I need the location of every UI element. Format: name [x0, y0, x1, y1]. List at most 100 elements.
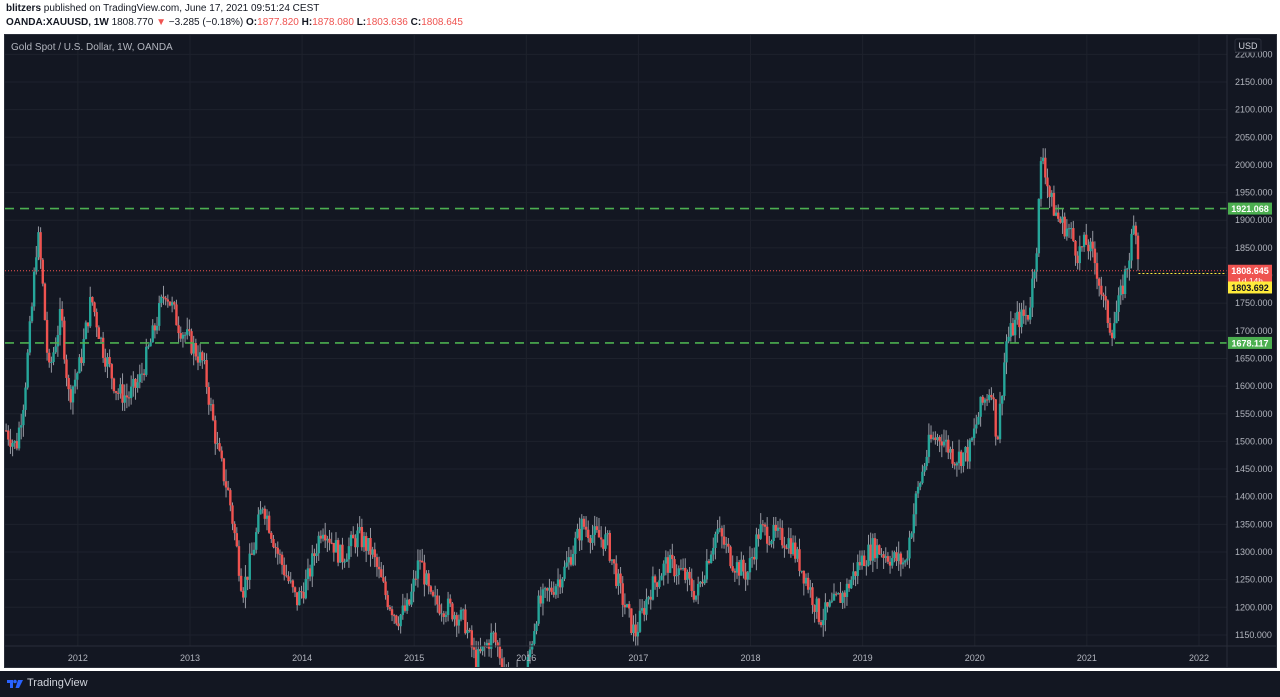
time-tick-label: 2017: [628, 653, 648, 663]
candle-body: [358, 526, 361, 531]
candle-body: [554, 586, 558, 595]
candle-body: [931, 437, 935, 439]
candle-body: [235, 533, 239, 547]
candle-body: [127, 397, 131, 399]
candle-body: [76, 373, 79, 380]
candle-body: [725, 543, 728, 545]
candle-body: [248, 553, 251, 580]
candle-body: [222, 458, 226, 482]
candle-body: [63, 320, 66, 360]
candle-body: [530, 643, 534, 650]
candle-body: [878, 545, 881, 555]
candle-body: [263, 508, 267, 519]
candle-body: [647, 596, 650, 600]
candle-body: [815, 598, 818, 612]
candle-body: [117, 392, 120, 394]
candle-body: [1097, 278, 1101, 286]
candle-body: [177, 325, 180, 334]
candle-body: [1009, 323, 1012, 337]
candle-body: [882, 554, 885, 558]
price-tick-label: 1750.000: [1235, 298, 1273, 308]
footer-bar: TradingView: [0, 671, 1280, 697]
candle-body: [847, 583, 851, 589]
tradingview-logo-icon[interactable]: [6, 677, 24, 689]
candle-body: [328, 538, 331, 543]
candle-body: [638, 610, 642, 632]
candle-body: [421, 560, 424, 563]
candle-body: [336, 540, 340, 563]
candle-body: [438, 604, 441, 614]
candle-body: [988, 394, 991, 400]
candle-body: [255, 532, 258, 550]
low-label: L:: [356, 17, 367, 28]
candle-body: [589, 538, 592, 543]
candle-body: [330, 542, 333, 544]
candle-body: [149, 342, 152, 347]
candle-body: [155, 325, 159, 331]
candle-body: [104, 357, 107, 367]
candle-body: [748, 558, 752, 573]
candle-body: [735, 562, 739, 573]
candle-body: [218, 443, 221, 451]
candle-body: [798, 549, 801, 572]
candle-body: [940, 441, 944, 446]
candle-body: [757, 534, 760, 539]
candle-body: [957, 451, 961, 464]
price-tick-label: 2200.000: [1235, 49, 1273, 59]
candle-body: [436, 595, 439, 605]
candle-body: [841, 592, 844, 603]
chart-panel[interactable]: Gold Spot / U.S. Dollar, 1W, OANDA 1150.…: [4, 34, 1277, 697]
currency-label[interactable]: USD: [1238, 41, 1258, 51]
candle-body: [1013, 319, 1017, 336]
candle-body: [550, 587, 553, 593]
candle-body: [468, 629, 471, 631]
tradingview-brand[interactable]: TradingView: [27, 677, 88, 689]
candle-body: [828, 601, 831, 607]
candle-body: [636, 631, 640, 637]
price-chart[interactable]: Gold Spot / U.S. Dollar, 1W, OANDA 1150.…: [4, 35, 1276, 697]
candles-group: [4, 148, 1140, 697]
time-tick-label: 2013: [180, 653, 200, 663]
candle-body: [800, 570, 803, 572]
candle-body: [246, 576, 249, 580]
candle-body: [1000, 395, 1004, 404]
currency-badge[interactable]: [1234, 38, 1262, 53]
candle-body: [776, 527, 780, 531]
publish-header: blitzers published on TradingView.com, J…: [0, 0, 1280, 34]
candle-body: [375, 557, 379, 567]
price-tick-label: 1950.000: [1235, 188, 1273, 198]
candle-body: [901, 562, 905, 565]
candle-body: [24, 387, 27, 410]
candle-body: [278, 553, 282, 555]
candle-body: [936, 437, 939, 441]
time-tick-label: 2022: [1189, 653, 1209, 663]
candle-body: [13, 441, 16, 443]
candle-body: [211, 404, 215, 421]
candle-body: [653, 576, 657, 583]
candle-body: [720, 528, 724, 537]
candle-body: [283, 564, 286, 576]
candle-body: [265, 515, 269, 519]
candle-body: [617, 573, 620, 586]
author-name[interactable]: blitzers: [6, 3, 42, 14]
candle-body: [627, 604, 631, 609]
candle-body: [233, 523, 236, 534]
candle-body: [707, 560, 711, 564]
candle-body: [181, 334, 185, 339]
candle-body: [541, 589, 545, 604]
candle-body: [136, 382, 139, 388]
candle-body: [921, 471, 924, 483]
candle-body: [1134, 225, 1138, 236]
symbol-name: OANDA:XAUUSD, 1W: [6, 17, 109, 28]
candle-body: [231, 505, 234, 524]
candle-body: [565, 562, 568, 567]
candle-body: [1121, 285, 1125, 295]
price-tick-label: 2050.000: [1235, 132, 1273, 142]
candle-body: [923, 466, 926, 472]
candle-body: [947, 439, 950, 453]
candle-body: [895, 552, 898, 562]
candle-body: [364, 536, 368, 551]
candle-body: [791, 542, 795, 555]
candle-body: [709, 554, 713, 564]
candle-body: [662, 563, 665, 576]
